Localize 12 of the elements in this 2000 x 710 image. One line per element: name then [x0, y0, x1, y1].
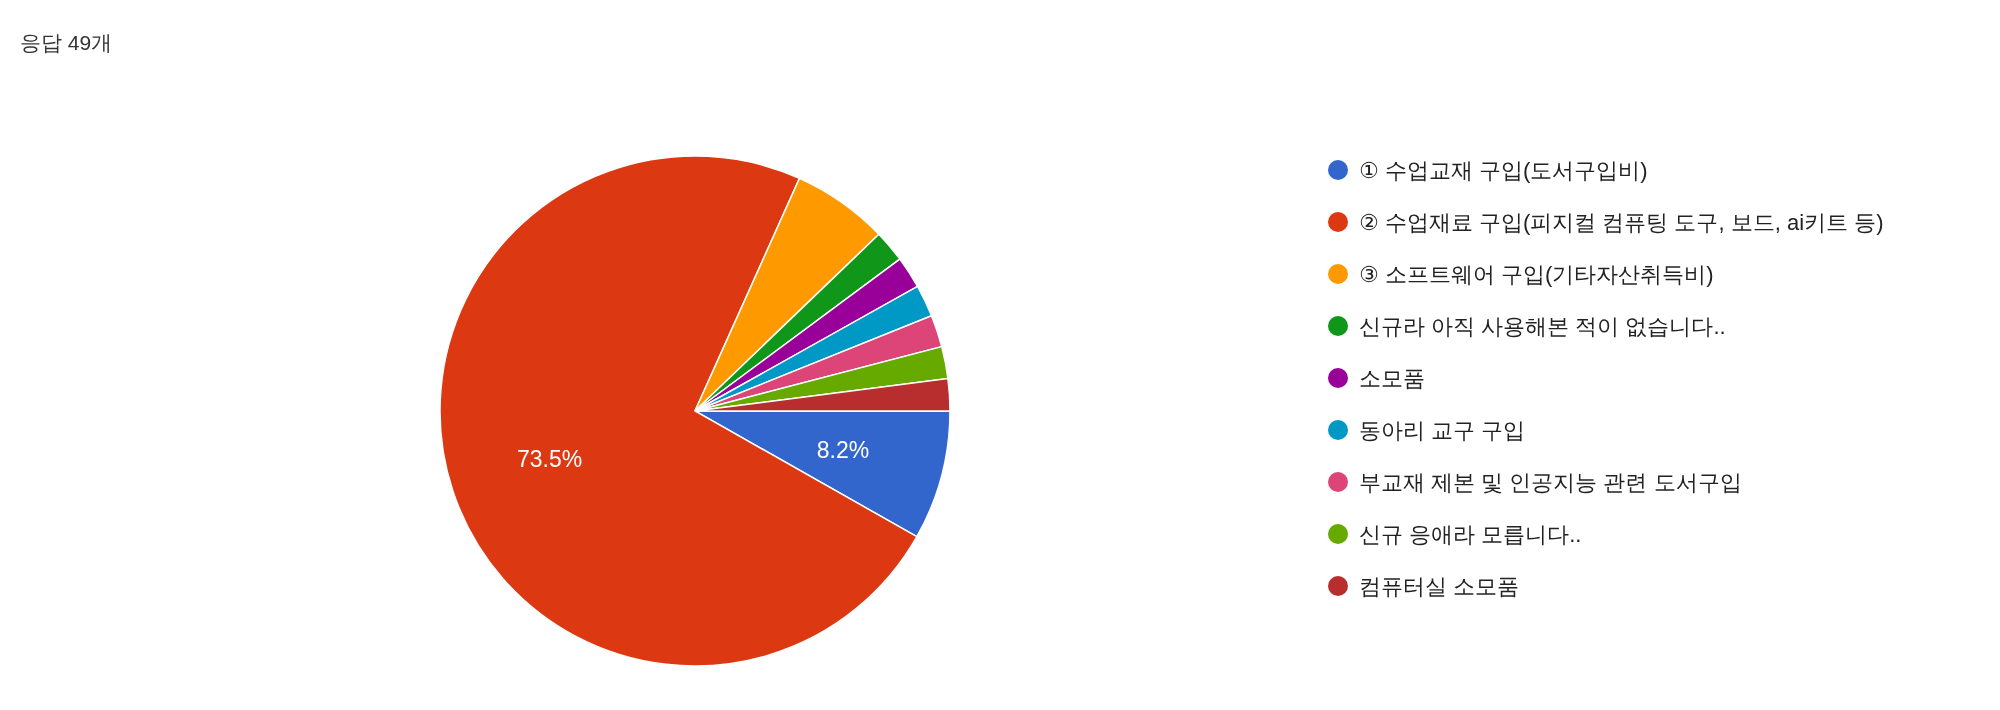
legend-label: ③ 소프트웨어 구입(기타자산취득비): [1359, 261, 1714, 287]
legend-label: ② 수업재료 구입(피지컬 컴퓨팅 도구, 보드, ai키트 등): [1359, 209, 1884, 235]
legend-label: 동아리 교구 구입: [1359, 417, 1526, 443]
legend-label: 신규 응애라 모릅니다..: [1359, 521, 1582, 547]
data-label: 73.5%: [517, 445, 583, 472]
legend-label: 소모품: [1359, 365, 1425, 391]
legend-label: 부교재 제본 및 인공지능 관련 도서구입: [1359, 469, 1742, 495]
legend-label: 신규라 아직 사용해본 적이 없습니다..: [1359, 313, 1726, 339]
data-label: 8.2%: [816, 437, 870, 464]
legend-label: 컴퓨터실 소모품: [1359, 573, 1520, 599]
legend-label: ① 수업교재 구입(도서구입비): [1359, 157, 1648, 183]
text: 응답 49개: [20, 31, 113, 54]
